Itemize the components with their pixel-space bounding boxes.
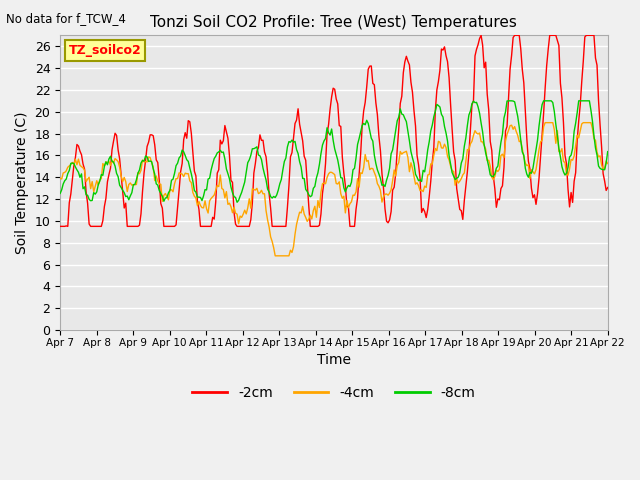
Y-axis label: Soil Temperature (C): Soil Temperature (C)	[15, 111, 29, 254]
Text: No data for f_TCW_4: No data for f_TCW_4	[6, 12, 126, 25]
X-axis label: Time: Time	[317, 353, 351, 367]
Title: Tonzi Soil CO2 Profile: Tree (West) Temperatures: Tonzi Soil CO2 Profile: Tree (West) Temp…	[150, 15, 517, 30]
Legend: -2cm, -4cm, -8cm: -2cm, -4cm, -8cm	[187, 381, 481, 406]
